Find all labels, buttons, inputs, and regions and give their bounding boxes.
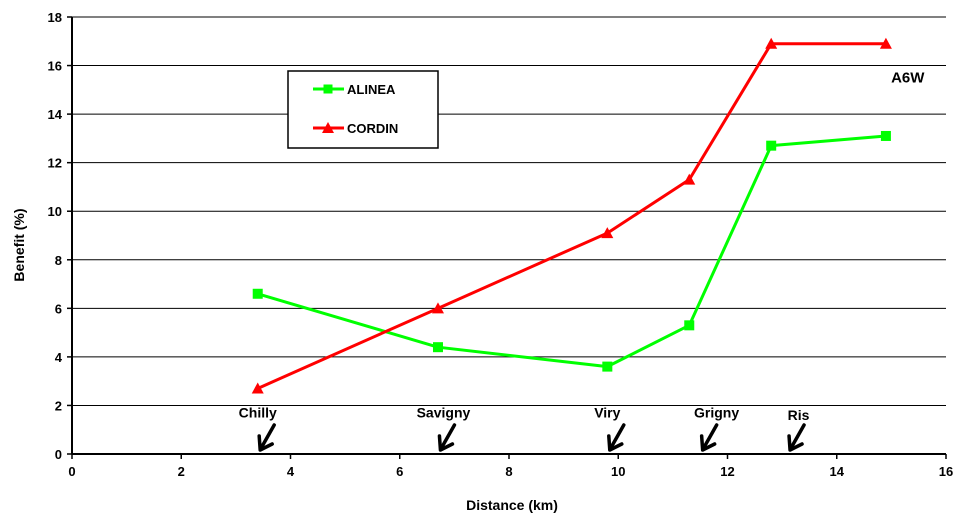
station-label: Savigny [417, 405, 471, 421]
alinea-point [602, 361, 613, 372]
alinea-point [252, 288, 263, 299]
station-arrow-shaft [609, 423, 626, 450]
legend-cordin-marker [322, 122, 334, 133]
station-label: Grigny [694, 405, 739, 421]
gridlines [72, 16, 946, 406]
y-tick-label: 10 [48, 204, 62, 219]
cordin-point [879, 37, 892, 49]
cordin-point [601, 227, 614, 239]
station-arrow-shaft [789, 423, 806, 450]
station-label: Chilly [239, 405, 277, 421]
cordin-point [431, 302, 444, 314]
y-tick-label: 14 [48, 107, 63, 122]
series-layer [251, 37, 892, 394]
x-tick-label: 8 [505, 464, 512, 479]
station-arrow-shaft [259, 423, 276, 450]
y-tick-label: 4 [55, 350, 63, 365]
y-tick-label: 8 [55, 253, 62, 268]
station-arrow [699, 423, 719, 452]
cordin-line [257, 42, 886, 390]
y-axis-title: Benefit (%) [11, 208, 27, 281]
y-tick-label: 2 [55, 398, 62, 413]
cordin-point [251, 382, 264, 394]
station-arrow [257, 423, 276, 452]
station-arrow [787, 423, 806, 452]
station-arrow-shaft [701, 423, 719, 450]
station-arrow-head [437, 434, 455, 452]
y-tick-label: 16 [48, 59, 62, 74]
station-arrow [437, 423, 457, 452]
station-arrow-head [257, 434, 274, 452]
y-tick-label: 18 [48, 10, 62, 25]
x-tick-label: 16 [939, 464, 953, 479]
station-arrow-head [699, 434, 717, 452]
station-arrow [607, 423, 626, 452]
station-label: Ris [788, 407, 810, 423]
station-arrow-head [787, 434, 804, 452]
station-arrow-head [607, 434, 624, 452]
y-tick-label: 12 [48, 156, 62, 171]
legend-cordin-label: CORDIN [347, 121, 398, 136]
station-label: Viry [594, 405, 620, 421]
x-tick-label: 4 [287, 464, 295, 479]
x-tick-label: 12 [720, 464, 734, 479]
x-axis-title: Distance (km) [466, 497, 558, 513]
alinea-point [766, 140, 777, 151]
annotations: A6W Chilly Savigny Viry Grigny Ris [239, 70, 926, 423]
legend-alinea-marker [323, 84, 333, 94]
legend-alinea-label: ALINEA [347, 82, 396, 97]
legend-box [287, 70, 439, 149]
legend: ALINEA CORDIN [287, 70, 439, 149]
cordin-point [765, 37, 778, 49]
x-tick-label: 10 [611, 464, 625, 479]
tick-labels: 0 2 4 6 8 10 12 14 16 18 0 2 4 6 8 10 12 14 16 [48, 10, 954, 479]
alinea-point [684, 320, 695, 331]
y-tick-label: 6 [55, 301, 62, 316]
alinea-line [257, 134, 887, 369]
alinea-point [880, 130, 891, 141]
y-tick-label: 0 [55, 447, 62, 462]
alinea-point [432, 342, 443, 353]
series-group-label: A6W [891, 70, 925, 87]
cordin-point [683, 173, 696, 185]
x-tick-label: 0 [68, 464, 75, 479]
station-arrow-shaft [439, 423, 457, 450]
x-tick-label: 14 [830, 464, 845, 479]
axes [67, 16, 947, 459]
station-arrows [257, 423, 806, 452]
x-tick-label: 2 [178, 464, 185, 479]
x-tick-label: 6 [396, 464, 403, 479]
